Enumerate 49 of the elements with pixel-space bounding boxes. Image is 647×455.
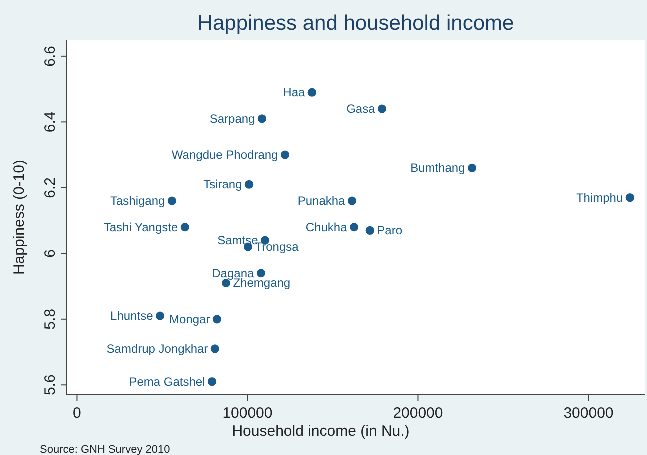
annotation: Chukha — [306, 220, 348, 234]
point — [366, 226, 374, 235]
annotation: Wangdue Phodrang — [172, 148, 278, 162]
point — [258, 114, 267, 124]
annotation: Bumthang — [410, 161, 466, 176]
point — [378, 104, 387, 114]
y-axis-title: Happiness (0-10) — [11, 160, 28, 276]
point — [180, 223, 190, 232]
x-tick-label: 100000 — [222, 405, 273, 422]
source-note: Source: GNH Survey 2010 — [40, 444, 170, 455]
y-tick-label: 5.6 — [42, 374, 59, 396]
annotation: Dagana — [212, 266, 255, 280]
annotation: Pema Gatshel — [129, 374, 206, 389]
annotation: Tashigang — [110, 194, 166, 208]
annotation: Paro — [377, 224, 403, 238]
point — [308, 88, 316, 97]
point — [348, 196, 357, 206]
chart-title: Happiness and household income — [198, 12, 514, 35]
point — [208, 378, 217, 386]
point — [626, 193, 634, 202]
point — [256, 269, 266, 278]
x-axis-title: Household income (in Nu.) — [232, 423, 410, 440]
point — [280, 150, 290, 160]
point — [168, 196, 176, 206]
annotation: Sarpang — [210, 112, 256, 126]
annotation: Tashi Yangste — [104, 220, 178, 234]
point — [244, 180, 254, 189]
x-tick-label: 200000 — [393, 405, 444, 422]
annotation: Thimphu — [576, 190, 624, 205]
point — [468, 164, 477, 172]
x-tick-label: 0 — [73, 405, 82, 422]
point — [212, 315, 222, 324]
annotation: Punakha — [298, 194, 346, 208]
y-tick-label: 6.4 — [42, 112, 59, 133]
point — [210, 344, 220, 354]
y-tick-label: 6.2 — [42, 177, 59, 198]
point — [156, 312, 165, 320]
annotation: Samdrup Jongkhar — [106, 342, 208, 356]
point — [350, 223, 359, 232]
annotation: Samtse — [218, 234, 259, 248]
annotation: Lhuntse — [110, 309, 154, 324]
y-tick-label: 6.6 — [42, 46, 59, 67]
x-tick-label: 300000 — [564, 405, 614, 422]
y-tick-label: 5.8 — [42, 308, 59, 330]
annotation: Mongar — [170, 312, 210, 326]
annotation: Tsirang — [204, 178, 242, 192]
y-tick-label: 6 — [42, 249, 59, 258]
annotation: Gasa — [346, 102, 376, 116]
annotation: Haa — [283, 86, 306, 100]
